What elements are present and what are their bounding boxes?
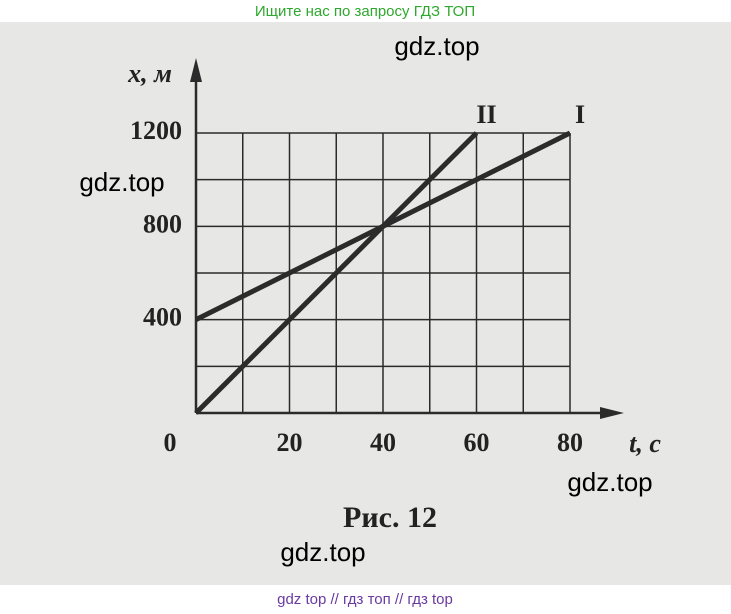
- footer: gdz top // гдз топ // гдз top: [277, 591, 453, 608]
- x-tick-label: 0: [164, 428, 177, 457]
- x-axis-label: t, с: [629, 429, 661, 458]
- x-axis-arrow: [600, 407, 624, 419]
- figure-caption: Рис. 12: [343, 501, 437, 534]
- y-tick-label: 400: [143, 303, 182, 332]
- header: Ищите нас по запросу ГДЗ ТОП: [255, 3, 475, 20]
- watermark: gdz.top: [79, 167, 164, 197]
- series-label: I: [575, 100, 585, 129]
- series-label: II: [476, 100, 496, 129]
- x-tick-label: 80: [557, 428, 583, 457]
- y-tick-label: 1200: [130, 116, 182, 145]
- watermark: gdz.top: [567, 467, 652, 497]
- x-tick-label: 60: [464, 428, 490, 457]
- watermark: gdz.top: [280, 537, 365, 567]
- watermark: gdz.top: [394, 31, 479, 61]
- scan-background: [0, 22, 731, 585]
- x-tick-label: 20: [277, 428, 303, 457]
- x-tick-label: 40: [370, 428, 396, 457]
- y-axis-arrow: [190, 58, 202, 82]
- y-axis-label: x, м: [127, 59, 172, 88]
- series-line: [194, 131, 479, 415]
- y-tick-label: 800: [143, 209, 182, 238]
